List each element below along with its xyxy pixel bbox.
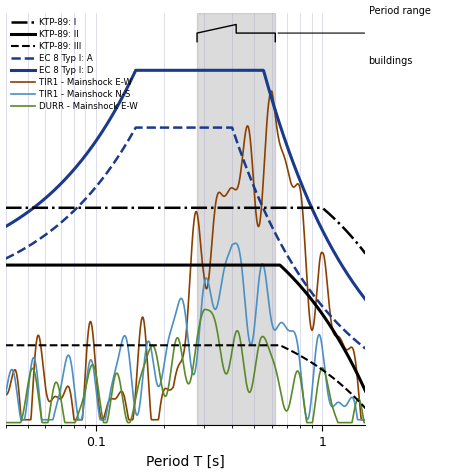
Text: Period range: Period range (369, 6, 430, 16)
Legend: KTP-89: I, KTP-89: II, KTP-89: III, EC 8 Typ I: A, EC 8 Typ I: D, TIR1 - Mainsho: KTP-89: I, KTP-89: II, KTP-89: III, EC 8… (10, 18, 139, 112)
Bar (197, 13, 275, 426)
X-axis label: Period T [s]: Period T [s] (146, 455, 225, 468)
Text: buildings: buildings (369, 56, 413, 66)
